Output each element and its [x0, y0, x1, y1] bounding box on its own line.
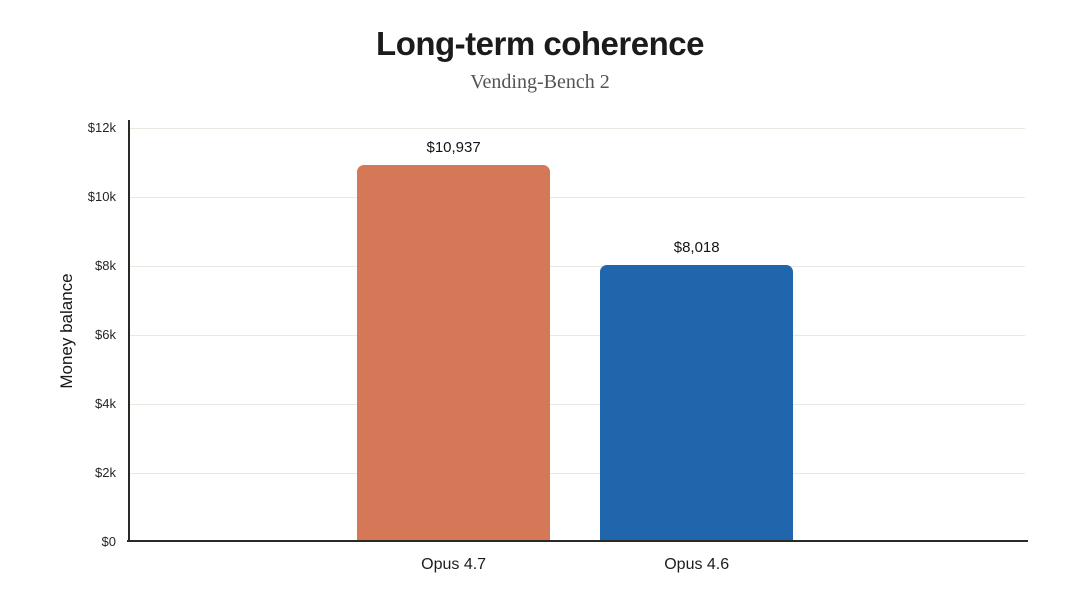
chart-subtitle: Vending-Bench 2: [470, 71, 610, 93]
gridline: [130, 197, 1025, 198]
bar: [357, 164, 551, 540]
gridline: [130, 473, 1025, 474]
y-axis-line: [128, 120, 130, 542]
x-tick-label: Opus 4.6: [664, 556, 730, 573]
y-tick-label: $8k: [95, 258, 116, 273]
plot-area: $0 $2k $4k $6k $8k $10k $12k $10,937 Opus 4.7 $8…: [88, 120, 1028, 573]
x-tick-label: Opus 4.7: [421, 556, 487, 573]
bar-value-label: $10,937: [426, 138, 481, 156]
gridline: [130, 128, 1025, 129]
y-tick-label: $4k: [95, 396, 116, 411]
y-tick-label: $6k: [95, 327, 116, 342]
chart-title: Long-term coherence: [376, 25, 704, 62]
y-tick-label: $12k: [87, 120, 116, 135]
y-tick-label: $10k: [87, 189, 116, 204]
bar-value-label: $8,018: [673, 239, 720, 257]
y-tick-label: $2k: [95, 465, 116, 480]
gridline: [130, 266, 1025, 267]
bar: [600, 265, 794, 540]
y-tick-label: $0: [101, 534, 116, 549]
gridline: [130, 404, 1025, 405]
x-axis-line: [127, 540, 1028, 542]
gridline: [130, 335, 1025, 336]
